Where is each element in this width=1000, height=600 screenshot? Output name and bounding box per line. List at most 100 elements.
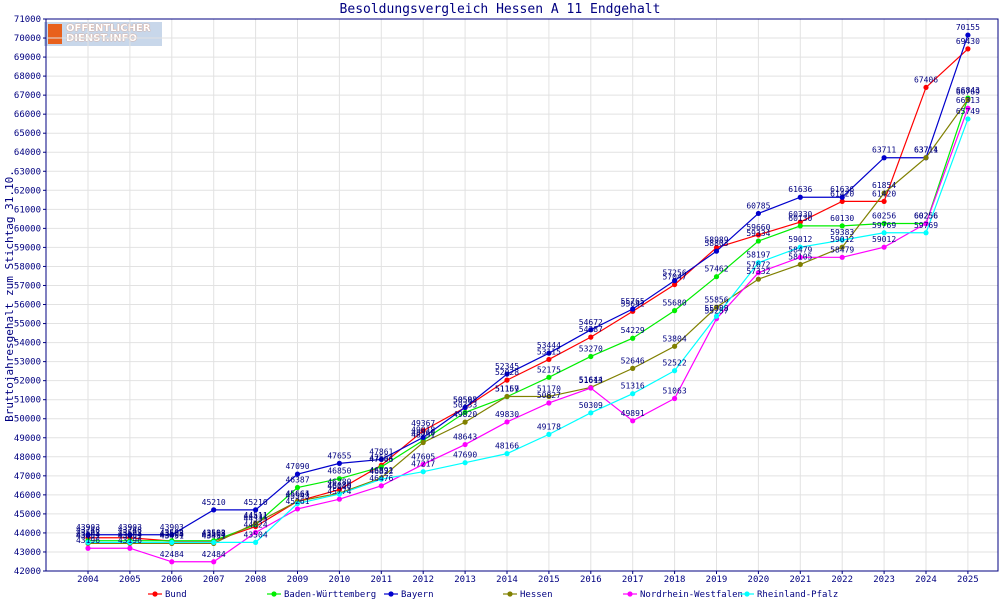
data-label-baden-w-rttemberg: 60130 bbox=[830, 214, 854, 223]
data-label-rheinland-pfalz: 59769 bbox=[914, 221, 938, 230]
data-point-bund bbox=[755, 232, 762, 238]
data-label-bund: 55642 bbox=[621, 299, 645, 308]
data-label-rheinland-pfalz: 47217 bbox=[411, 460, 435, 469]
y-tick-label: 65000 bbox=[14, 129, 41, 139]
data-label-nordrhein-westfalen: 50827 bbox=[537, 391, 561, 400]
y-tick-label: 48000 bbox=[14, 453, 41, 463]
data-label-bund: 59660 bbox=[746, 223, 770, 232]
data-point-bayern bbox=[127, 532, 133, 538]
legend-label: Baden-Württemberg bbox=[284, 590, 376, 600]
data-point-bayern bbox=[965, 32, 971, 38]
data-label-bund: 57047 bbox=[663, 273, 687, 282]
data-label-hessen: 43451 bbox=[202, 531, 226, 540]
data-point-nordrhein-westfalen bbox=[253, 529, 259, 536]
data-label-bund: 52028 bbox=[495, 368, 519, 377]
data-point-hessen bbox=[546, 393, 552, 400]
data-point-rheinland-pfalz bbox=[672, 368, 678, 374]
data-point-baden-w-rttemberg bbox=[839, 223, 845, 229]
data-point-bund bbox=[672, 281, 678, 288]
y-tick-label: 68000 bbox=[14, 72, 41, 82]
data-label-bayern: 45210 bbox=[244, 498, 268, 507]
data-label-rheinland-pfalz: 46822 bbox=[369, 467, 393, 476]
data-label-rheinland-pfalz: 58197 bbox=[746, 251, 770, 260]
y-tick-label: 64000 bbox=[14, 148, 41, 158]
data-label-nordrhein-westfalen: 58479 bbox=[788, 245, 812, 254]
x-tick-label: 2014 bbox=[496, 575, 518, 585]
y-tick-label: 50000 bbox=[14, 415, 41, 425]
data-point-rheinland-pfalz bbox=[546, 431, 552, 437]
data-label-baden-w-rttemberg: 44431 bbox=[244, 513, 268, 522]
data-label-hessen: 52646 bbox=[621, 356, 645, 365]
data-point-nordrhein-westfalen bbox=[630, 418, 636, 424]
data-label-rheinland-pfalz: 59383 bbox=[830, 228, 854, 237]
legend-marker bbox=[744, 591, 750, 597]
data-label-bund: 44335 bbox=[244, 515, 268, 524]
data-point-rheinland-pfalz bbox=[965, 116, 971, 122]
data-point-rheinland-pfalz bbox=[211, 539, 217, 545]
data-label-bund: 54287 bbox=[579, 325, 603, 334]
y-tick-label: 52000 bbox=[14, 377, 41, 387]
y-tick-label: 66000 bbox=[14, 110, 41, 120]
data-label-baden-w-rttemberg: 48860 bbox=[411, 428, 435, 437]
x-tick-label: 2007 bbox=[203, 575, 225, 585]
y-tick-label: 57000 bbox=[14, 281, 41, 291]
x-tick-label: 2009 bbox=[287, 575, 309, 585]
y-tick-label: 59000 bbox=[14, 243, 41, 253]
series-line-nordrhein-westfalen bbox=[88, 108, 969, 563]
x-tick-label: 2012 bbox=[412, 575, 434, 585]
y-tick-label: 51000 bbox=[14, 396, 41, 406]
data-point-bund bbox=[420, 428, 426, 434]
data-label-nordrhein-westfalen: 45774 bbox=[327, 487, 351, 496]
data-point-hessen bbox=[462, 419, 468, 425]
data-label-nordrhein-westfalen: 49830 bbox=[495, 410, 519, 419]
data-point-nordrhein-westfalen bbox=[504, 419, 510, 425]
data-label-nordrhein-westfalen: 66313 bbox=[956, 96, 980, 105]
data-label-bayern: 52345 bbox=[495, 362, 519, 371]
data-label-rheinland-pfalz: 43504 bbox=[244, 530, 268, 539]
x-tick-label: 2010 bbox=[329, 575, 351, 585]
data-label-hessen: 53804 bbox=[663, 334, 687, 343]
data-label-bayern: 54672 bbox=[579, 318, 603, 327]
data-label-nordrhein-westfalen: 58479 bbox=[830, 245, 854, 254]
x-tick-label: 2019 bbox=[706, 575, 728, 585]
x-tick-label: 2006 bbox=[161, 575, 183, 585]
data-label-rheinland-pfalz: 43504 bbox=[202, 530, 226, 539]
data-label-hessen: 49820 bbox=[453, 410, 477, 419]
data-label-nordrhein-westfalen: 59012 bbox=[872, 235, 896, 244]
data-point-bayern bbox=[630, 306, 636, 312]
data-label-baden-w-rttemberg: 43593 bbox=[160, 529, 184, 538]
data-point-baden-w-rttemberg bbox=[378, 464, 384, 470]
x-tick-label: 2017 bbox=[622, 575, 644, 585]
y-tick-label: 60000 bbox=[14, 224, 41, 234]
data-point-hessen bbox=[923, 155, 929, 161]
series-line-bayern bbox=[88, 34, 969, 536]
data-label-nordrhein-westfalen: 60256 bbox=[914, 212, 938, 221]
data-point-hessen bbox=[713, 304, 720, 310]
data-label-bayern: 53444 bbox=[537, 341, 561, 350]
logo-mark-icon bbox=[48, 24, 62, 44]
data-point-nordrhein-westfalen bbox=[378, 483, 384, 489]
data-label-nordrhein-westfalen: 57672 bbox=[746, 261, 770, 270]
x-tick-label: 2004 bbox=[77, 575, 99, 585]
data-label-nordrhein-westfalen: 44024 bbox=[244, 520, 268, 529]
data-point-bayern bbox=[420, 434, 426, 441]
y-tick-label: 63000 bbox=[14, 167, 41, 177]
data-label-baden-w-rttemberg: 55680 bbox=[663, 299, 687, 308]
data-label-hessen: 58105 bbox=[788, 252, 812, 261]
data-label-bayern: 61636 bbox=[830, 185, 854, 194]
data-label-baden-w-rttemberg: 52175 bbox=[537, 365, 561, 374]
y-tick-label: 47000 bbox=[14, 472, 41, 482]
data-label-hessen: 51170 bbox=[537, 384, 561, 393]
data-point-baden-w-rttemberg bbox=[336, 476, 342, 482]
data-point-baden-w-rttemberg bbox=[294, 484, 301, 491]
y-tick-label: 46000 bbox=[14, 491, 41, 501]
y-tick-label: 49000 bbox=[14, 434, 41, 444]
data-point-rheinland-pfalz bbox=[462, 460, 468, 466]
data-point-nordrhein-westfalen bbox=[672, 395, 678, 402]
data-point-baden-w-rttemberg bbox=[797, 223, 803, 229]
data-label-bund: 58989 bbox=[704, 236, 728, 245]
data-label-baden-w-rttemberg: 60256 bbox=[914, 212, 938, 221]
data-label-hessen: 45661 bbox=[285, 489, 309, 498]
x-tick-label: 2008 bbox=[245, 575, 267, 585]
